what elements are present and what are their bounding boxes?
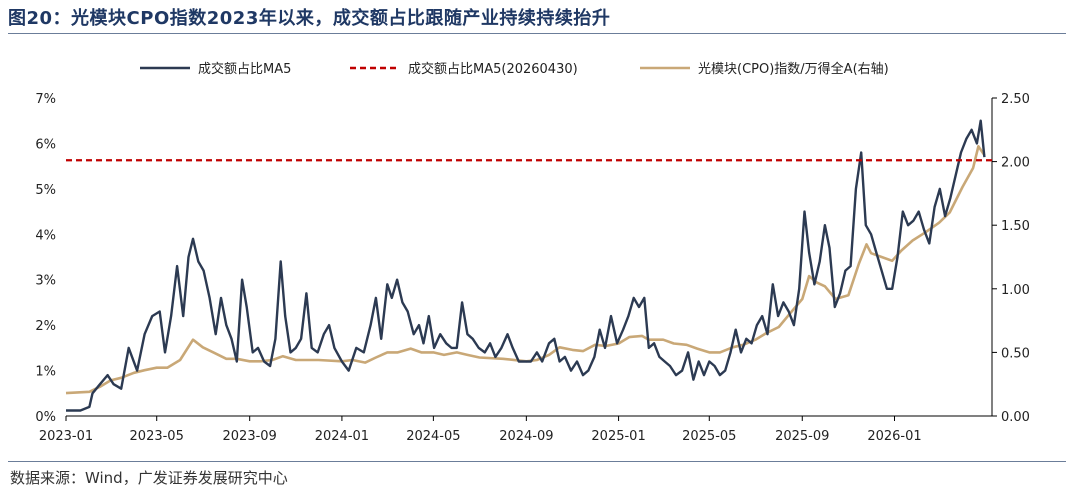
source-note: 数据来源：Wind，广发证券发展研究中心 <box>10 469 288 487</box>
x-tick-label: 2023-05 <box>130 429 184 444</box>
left-y-tick-label: 3% <box>35 274 56 289</box>
x-tick-label: 2025-05 <box>682 429 736 444</box>
legend: 成交额占比MA5 成交额占比MA5(20260430) 光模块(CPO)指数/万得全… <box>140 61 889 77</box>
left-y-tick-label: 1% <box>35 365 56 380</box>
x-tick-label: 2024-05 <box>406 429 460 444</box>
left-y-tick-label: 4% <box>35 228 56 243</box>
turnover-ma5-line <box>66 119 986 412</box>
x-tick-label: 2026-01 <box>867 429 921 444</box>
right-y-tick-label: 1.00 <box>1001 283 1030 298</box>
left-y-tick-label: 0% <box>35 410 56 425</box>
index-ratio-line <box>65 145 986 395</box>
top-divider <box>8 33 1066 34</box>
right-y-tick-label: 1.50 <box>1001 219 1030 234</box>
right-y-tick-label: 2.50 <box>1001 92 1030 107</box>
x-tick-label: 2024-01 <box>315 429 369 444</box>
right-y-tick-label: 0.50 <box>1001 346 1030 361</box>
bottom-divider <box>8 461 1066 462</box>
right-y-tick-label: 2.00 <box>1001 156 1030 171</box>
legend-turnover-label: 成交额占比MA5 <box>198 61 291 77</box>
x-tick-label: 2023-09 <box>223 429 277 444</box>
x-tick-label: 2023-01 <box>39 429 93 444</box>
x-tick-label: 2024-09 <box>499 429 553 444</box>
x-tick-label: 2025-09 <box>775 429 829 444</box>
left-y-tick-label: 6% <box>35 137 56 152</box>
left-y-tick-label: 7% <box>35 92 56 107</box>
series-layer <box>65 119 992 412</box>
right-y-tick-label: 0.00 <box>1001 410 1030 425</box>
left-y-tick-label: 5% <box>35 183 56 198</box>
left-y-tick-label: 2% <box>35 319 56 334</box>
chart-title: 图20：光模块CPO指数2023年以来，成交额占比跟随产业持续持续抬升 <box>8 8 611 29</box>
legend-index-label: 光模块(CPO)指数/万得全A(右轴) <box>698 61 889 77</box>
legend-reference-label: 成交额占比MA5(20260430) <box>408 61 578 77</box>
chart: 成交额占比MA5 成交额占比MA5(20260430) 光模块(CPO)指数/万得全… <box>35 61 1030 444</box>
x-tick-label: 2025-01 <box>591 429 645 444</box>
axes: 0% 1% 2% 3% 4% 5% 6% 7% 0.00 0.50 1.00 1.50 2.00 2.50… <box>35 92 1030 444</box>
